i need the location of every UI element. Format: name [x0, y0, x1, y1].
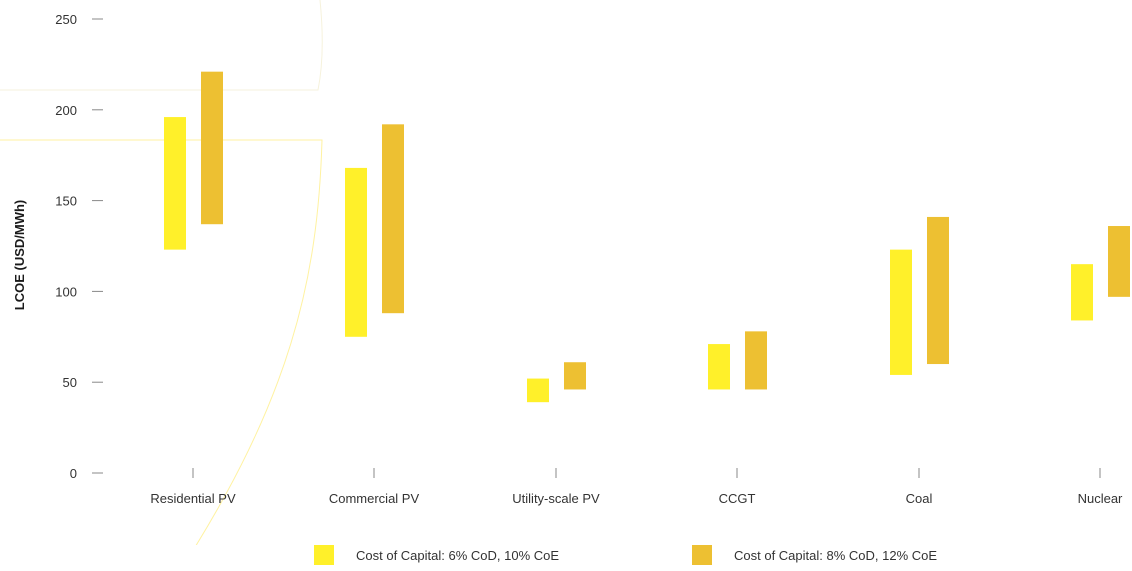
x-tick-label: Commercial PV: [329, 491, 420, 506]
y-tick-label: 50: [63, 375, 77, 390]
range-bar-series-2: [927, 216, 949, 365]
range-bar-series-1: [527, 378, 549, 403]
range-bar-series-1: [1071, 264, 1093, 321]
range-bar-series-2: [382, 124, 404, 314]
y-tick-label: 250: [55, 12, 77, 27]
y-tick-label: 150: [55, 194, 77, 209]
range-bar-series-2: [1108, 226, 1130, 297]
x-tick-label: Nuclear: [1078, 491, 1123, 506]
decorative-arcs: [0, 0, 323, 545]
range-bar-series-2: [745, 331, 767, 390]
y-tick-label: 100: [55, 284, 77, 299]
range-bar-series-1: [708, 344, 730, 390]
range-bar-series-2: [201, 71, 223, 225]
x-tick-label: Residential PV: [150, 491, 236, 506]
range-bar-series-1: [164, 117, 186, 250]
legend-label-series-2: Cost of Capital: 8% CoD, 12% CoE: [734, 547, 938, 563]
legend-swatch-series-1: [314, 545, 334, 565]
range-bar-series-1: [890, 249, 912, 375]
chart: LCOE (USD/MWh) 0 50 100 150 200 250 Residenti…: [0, 0, 1130, 545]
bars: [164, 71, 1130, 403]
range-bar-series-2: [564, 362, 586, 390]
legend-item-series-1[interactable]: Cost of Capital: 6% CoD, 10% CoE: [314, 545, 559, 565]
range-bar-series-1: [345, 167, 367, 337]
y-axis-title: LCOE (USD/MWh): [12, 200, 27, 310]
x-axis: Residential PV Commercial PV Utility-scale…: [150, 468, 1123, 506]
x-tick-label: Utility-scale PV: [512, 491, 600, 506]
legend-label-series-1: Cost of Capital: 6% CoD, 10% CoE: [356, 547, 560, 563]
legend-swatch-series-2: [692, 545, 712, 565]
x-tick-label: Coal: [906, 491, 933, 506]
y-tick-label: 0: [70, 466, 77, 481]
y-axis: 0 50 100 150 200 250: [55, 12, 103, 481]
y-tick-label: 200: [55, 103, 77, 118]
legend-item-series-2[interactable]: Cost of Capital: 8% CoD, 12% CoE: [692, 545, 937, 565]
x-tick-label: CCGT: [719, 491, 756, 506]
legend: Cost of Capital: 6% CoD, 10% CoE Cost of…: [0, 545, 1132, 571]
